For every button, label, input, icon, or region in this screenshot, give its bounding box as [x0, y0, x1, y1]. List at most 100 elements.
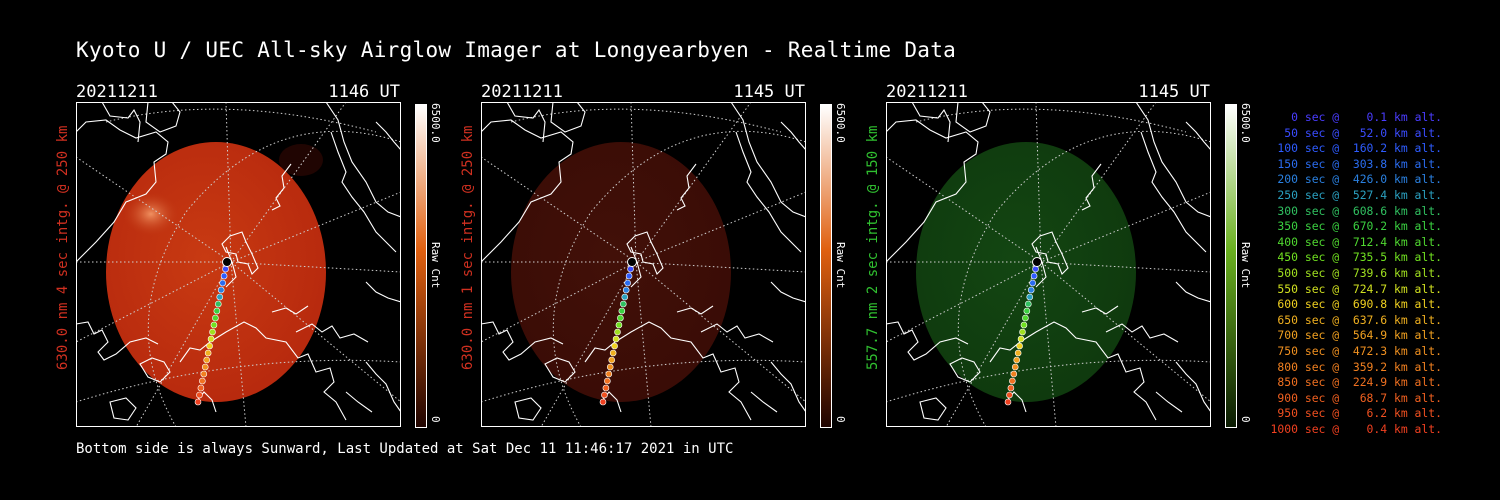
trajectory-point — [602, 384, 610, 392]
trajectory-point — [209, 328, 216, 336]
legend-item: 500 sec @ 739.6 km alt. — [1277, 265, 1442, 280]
panel-2-colorbar-unit: Raw Cnt — [834, 242, 847, 289]
legend-item: 100 sec @ 160.2 km alt. — [1277, 141, 1442, 156]
trajectory-point — [1019, 328, 1026, 336]
trajectory-point — [601, 391, 608, 399]
panel-3-colorbar-unit: Raw Cnt — [1239, 242, 1252, 289]
legend-item: 700 sec @ 564.9 km alt. — [1277, 328, 1442, 343]
trajectory-point — [1023, 307, 1031, 315]
legend-item: 450 sec @ 735.5 km alt. — [1277, 250, 1442, 265]
trajectory-point — [622, 286, 630, 294]
trajectory-point — [216, 293, 224, 301]
legend-item: 400 sec @ 712.4 km alt. — [1277, 234, 1442, 249]
altitude-legend: 0 sec @ 0.1 km alt. 50 sec @ 52.0 km alt.… — [1262, 110, 1442, 437]
trajectory-point — [1004, 398, 1012, 406]
panel-2-sky-image — [481, 102, 806, 427]
legend-item: 250 sec @ 527.4 km alt. — [1277, 187, 1442, 202]
panel-2-side-label: 630.0 nm 1 sec intg. @ 250 km — [460, 125, 476, 370]
trajectory-point — [219, 279, 226, 287]
panel-1-colorbar — [415, 104, 427, 428]
trajectory-point — [215, 300, 222, 308]
panel-2-colorbar-max: 6500.0 — [834, 103, 847, 143]
trajectory-point — [1020, 321, 1028, 329]
trajectory-point — [625, 272, 633, 280]
legend-item: 150 sec @ 303.8 km alt. — [1277, 156, 1442, 171]
trajectory-point — [206, 342, 213, 350]
trajectory-point — [615, 321, 623, 329]
trajectory-point — [1016, 342, 1023, 350]
legend-item: 50 sec @ 52.0 km alt. — [1284, 125, 1442, 140]
trajectory-point — [213, 307, 221, 315]
panel-1-colorbar-unit: Raw Cnt — [429, 242, 442, 289]
legend-item: 800 sec @ 359.2 km alt. — [1277, 359, 1442, 374]
legend-item: 1000 sec @ 0.4 km alt. — [1270, 421, 1442, 436]
legend-item: 850 sec @ 224.9 km alt. — [1277, 375, 1442, 390]
panel-3-sky-image — [886, 102, 1211, 427]
trajectory-point — [620, 300, 627, 308]
footer-status: Bottom side is always Sunward, Last Upda… — [76, 441, 734, 457]
panel-3-time: 1145 UT — [1138, 82, 1210, 102]
trajectory-point — [1026, 293, 1034, 301]
trajectory-point — [207, 335, 215, 343]
legend-item: 650 sec @ 637.6 km alt. — [1277, 312, 1442, 327]
panel-1-colorbar-min: 0 — [429, 416, 442, 423]
trajectory-point — [210, 321, 218, 329]
trajectory-point — [212, 314, 219, 322]
trajectory-point — [1006, 391, 1013, 399]
trajectory-point — [612, 335, 620, 343]
trajectory-point — [1027, 286, 1035, 294]
trajectory-point — [1009, 377, 1016, 385]
trajectory-point — [196, 391, 203, 399]
panel-2-colorbar — [820, 104, 832, 428]
trajectory-point — [617, 314, 624, 322]
panel-2-date: 20211211 — [481, 82, 563, 102]
trajectory-point — [199, 377, 206, 385]
legend-item: 0 sec @ 0.1 km alt. — [1291, 110, 1442, 124]
trajectory-point — [1010, 370, 1018, 378]
panel-3-colorbar-min: 0 — [1239, 416, 1252, 423]
trajectory-point — [621, 293, 629, 301]
trajectory-point — [1013, 356, 1020, 364]
panel-1-sky-image — [76, 102, 401, 427]
trajectory-point — [1030, 272, 1038, 280]
trajectory-point — [608, 356, 615, 364]
trajectory-point — [1007, 384, 1015, 392]
legend-item: 300 sec @ 608.6 km alt. — [1277, 203, 1442, 218]
panel-1-date: 20211211 — [76, 82, 158, 102]
trajectory-point — [1017, 335, 1025, 343]
trajectory-point — [624, 279, 631, 287]
trajectory-point — [604, 377, 611, 385]
panel-1-side-label: 630.0 nm 4 sec intg. @ 250 km — [55, 125, 71, 370]
legend-item: 550 sec @ 724.7 km alt. — [1277, 281, 1442, 296]
legend-item: 900 sec @ 68.7 km alt. — [1277, 390, 1442, 405]
legend-item: 950 sec @ 6.2 km alt. — [1277, 406, 1442, 421]
launch-site-marker — [1032, 257, 1042, 267]
panel-2-time: 1145 UT — [733, 82, 805, 102]
panel-1-time: 1146 UT — [328, 82, 400, 102]
trajectory-point — [606, 363, 614, 371]
trajectory-point — [618, 307, 626, 315]
page-title: Kyoto U / UEC All-sky Airglow Imager at … — [76, 38, 957, 62]
trajectory-point — [194, 398, 202, 406]
legend-item: 750 sec @ 472.3 km alt. — [1277, 343, 1442, 358]
launch-site-marker — [222, 257, 232, 267]
trajectory-point — [204, 349, 212, 357]
trajectory-point — [200, 370, 208, 378]
trajectory-point — [201, 363, 209, 371]
trajectory-point — [197, 384, 205, 392]
trajectory-point — [1022, 314, 1029, 322]
trajectory-point — [1011, 363, 1019, 371]
panel-2-colorbar-min: 0 — [834, 416, 847, 423]
panel-1-colorbar-max: 6500.0 — [429, 103, 442, 143]
trajectory-point — [614, 328, 621, 336]
trajectory-point — [605, 370, 613, 378]
legend-item: 350 sec @ 670.2 km alt. — [1277, 219, 1442, 234]
trajectory-point — [203, 356, 210, 364]
trajectory-point — [1014, 349, 1022, 357]
legend-item: 600 sec @ 690.8 km alt. — [1277, 297, 1442, 312]
panel-3-colorbar — [1225, 104, 1237, 428]
launch-site-marker — [627, 257, 637, 267]
trajectory-point — [220, 272, 228, 280]
trajectory-point — [217, 286, 225, 294]
trajectory-point — [609, 349, 617, 357]
